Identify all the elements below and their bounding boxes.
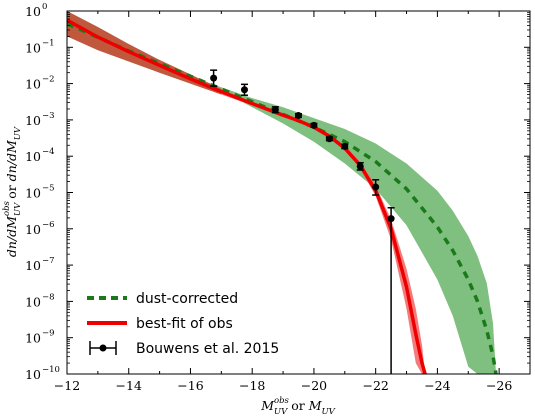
best-fit-of-obs-band <box>67 16 426 374</box>
y-tick-label: 10 <box>25 113 41 128</box>
y-tick-label: 10 <box>25 294 41 309</box>
x-tick-label: −16 <box>177 378 203 393</box>
best-fit-of-obs-line <box>67 18 427 374</box>
data-point <box>310 121 318 129</box>
data-point <box>240 86 248 94</box>
y-tick-label: 10 <box>25 77 41 92</box>
y-tick-exponent: −9 <box>42 329 55 339</box>
x-tick-label: −26 <box>486 378 512 393</box>
y-tick-exponent: −6 <box>42 220 55 230</box>
data-point <box>271 106 279 114</box>
y-tick-exponent: −8 <box>42 292 55 302</box>
x-tick-label: −14 <box>116 378 142 393</box>
x-tick-label: −20 <box>301 378 327 393</box>
x-axis-label: Mobs UV or MUV <box>260 396 335 416</box>
data-point <box>387 215 395 223</box>
data-point <box>372 183 380 191</box>
y-tick-exponent: −1 <box>42 38 55 48</box>
y-tick-exponent: −10 <box>42 365 60 375</box>
y-tick-exponent: −5 <box>42 184 55 194</box>
x-axis-ticks: −12 −14 −16 −18 −20 −22 −24 −26 <box>54 11 531 393</box>
x-tick-label: −12 <box>54 378 80 393</box>
dust-corrected-band <box>67 23 496 374</box>
data-point <box>356 162 364 170</box>
data-point <box>341 142 349 150</box>
y-tick-label: 10 <box>25 331 41 346</box>
legend-swatch-bouwens-marker <box>99 344 107 352</box>
data-point <box>295 112 302 120</box>
data-point <box>325 135 333 143</box>
y-axis-label: dn/dMobsUV or dn/dMUV <box>2 126 23 257</box>
legend-label-best-fit: best-fit of obs <box>136 316 233 332</box>
x-tick-label: −22 <box>362 378 388 393</box>
y-tick-exponent: −3 <box>42 111 55 121</box>
y-tick-label: 10 <box>25 222 41 237</box>
data-points <box>210 69 395 374</box>
y-tick-label: 10 <box>25 186 41 201</box>
x-tick-label: −18 <box>239 378 265 393</box>
legend: dust-corrected best-fit of obs Bouwens e… <box>87 291 279 357</box>
dust-corrected-line <box>67 22 498 374</box>
y-tick-label: 10 <box>25 258 41 273</box>
y-tick-exponent: −4 <box>42 147 55 157</box>
y-tick-label: 10 <box>25 367 41 382</box>
y-tick-label: 10 <box>25 4 41 19</box>
y-axis-ticks: 10 010 −110 −210 −310 −410 −510 −610 −710 −810 −91… <box>25 2 530 382</box>
legend-label-bouwens: Bouwens et al. 2015 <box>136 341 279 357</box>
y-tick-exponent: 0 <box>42 2 47 12</box>
y-tick-exponent: −7 <box>42 256 55 266</box>
legend-label-dust-corrected: dust-corrected <box>136 291 238 307</box>
data-point <box>210 74 218 82</box>
y-tick-label: 10 <box>25 149 41 164</box>
uncertainty-bands <box>67 11 496 374</box>
y-tick-exponent: −2 <box>42 75 55 85</box>
y-tick-label: 10 <box>25 40 41 55</box>
x-tick-label: −24 <box>424 378 450 393</box>
